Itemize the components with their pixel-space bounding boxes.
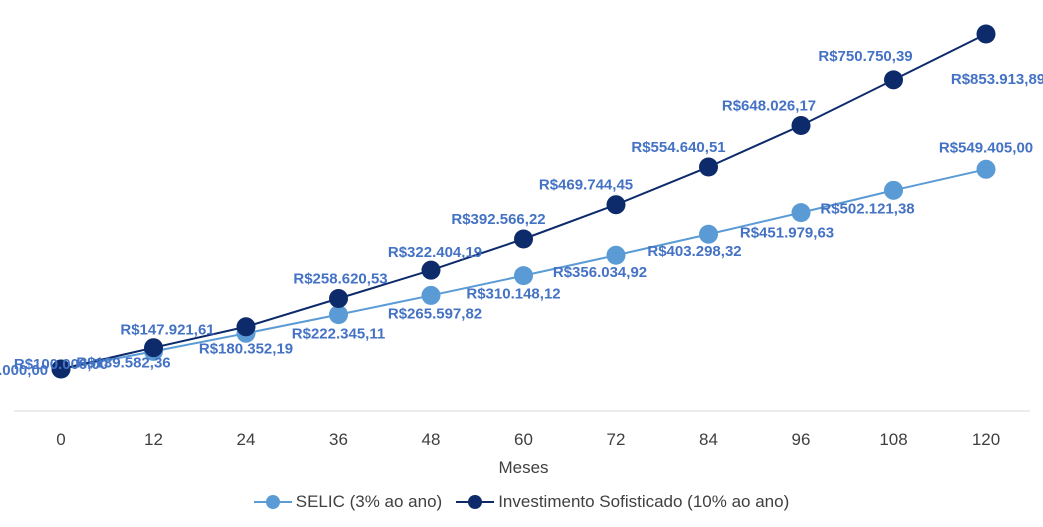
data-point[interactable] [606, 245, 626, 265]
data-label: R$648.026,17 [722, 97, 816, 114]
legend-marker-invest [456, 495, 495, 509]
legend-item-selic[interactable]: SELIC (3% ao ano) [253, 492, 443, 512]
data-point[interactable] [884, 180, 903, 200]
legend-label-invest: Investimento Sofisticado (10% ao ano) [498, 492, 790, 511]
data-point[interactable] [884, 70, 903, 90]
data-point[interactable] [976, 24, 996, 44]
x-tick-label: 120 [972, 430, 1000, 449]
data-label: R$392.566,22 [451, 211, 545, 228]
data-point[interactable] [51, 359, 71, 379]
x-tick-label: 12 [144, 430, 163, 449]
legend-marker-selic [253, 495, 292, 509]
data-label: R$356.034,92 [553, 264, 647, 281]
series-selic [51, 159, 996, 379]
data-point[interactable] [421, 260, 441, 280]
data-point[interactable] [144, 338, 163, 358]
x-tick-labels: 0 12 24 36 48 60 72 84 96 108 120 [56, 430, 1000, 449]
data-label: R$180.352,19 [199, 340, 293, 357]
data-label: R$403.298,32 [647, 243, 741, 260]
data-label: R$258.620,53 [293, 271, 387, 288]
legend-item-invest[interactable]: Investimento Sofisticado (10% ao ano) [456, 492, 789, 512]
data-point[interactable] [514, 229, 533, 249]
legend: SELIC (3% ao ano) Investimento Sofistica… [0, 482, 1043, 522]
data-labels-selic: R$100.000,00R$139.582,36R$180.352,19R$22… [0, 139, 1033, 379]
legend-label-selic: SELIC (3% ao ano) [295, 492, 443, 511]
data-label: R$100.000,00 [14, 356, 108, 373]
data-label: R$265.597,82 [388, 305, 482, 322]
data-point[interactable] [606, 195, 626, 215]
data-label: R$750.750,39 [818, 48, 912, 65]
data-point[interactable] [514, 266, 533, 286]
data-label: R$222.345,11 [292, 326, 385, 343]
line-chart: 0 12 24 36 48 60 72 84 96 108 120 Meses R$100.000,… [0, 24, 1043, 477]
data-label: R$322.404,19 [388, 244, 482, 261]
x-tick-label: 72 [607, 430, 626, 449]
data-label: R$100.000,00 [0, 362, 48, 379]
x-tick-label: 84 [699, 430, 718, 449]
data-point[interactable] [791, 115, 811, 135]
x-axis-title: Meses [498, 458, 548, 477]
x-tick-label: 108 [879, 430, 907, 449]
data-label: R$310.148,12 [466, 286, 560, 303]
x-tick-label: 36 [329, 430, 348, 449]
x-tick-label: 96 [792, 430, 811, 449]
data-label: R$469.744,45 [539, 177, 633, 194]
data-label: R$853.913,89 [951, 71, 1043, 88]
data-label: R$502.121,38 [820, 200, 914, 217]
data-point[interactable] [329, 289, 348, 309]
data-label: R$554.640,51 [631, 139, 725, 156]
x-tick-label: 24 [237, 430, 256, 449]
data-point[interactable] [699, 157, 718, 177]
series-group: R$100.000,00R$139.582,36R$180.352,19R$22… [0, 24, 1043, 379]
x-tick-label: 60 [514, 430, 533, 449]
data-label: R$451.979,63 [740, 225, 834, 242]
x-tick-label: 0 [56, 430, 65, 449]
data-point[interactable] [421, 285, 441, 305]
data-point[interactable] [976, 159, 996, 179]
data-label: R$147.921,61 [120, 322, 214, 339]
data-label: R$549.405,00 [939, 139, 1033, 156]
data-label: R$139.582,36 [76, 354, 170, 371]
data-point[interactable] [699, 224, 718, 244]
x-tick-label: 48 [422, 430, 441, 449]
data-point[interactable] [791, 203, 811, 223]
data-labels-investimento: R$100.000,00 R$147.921,61 R$258.620,53R$32… [14, 48, 1043, 373]
data-point[interactable] [329, 305, 348, 325]
series-investimento [51, 24, 996, 379]
data-point[interactable] [236, 317, 256, 337]
